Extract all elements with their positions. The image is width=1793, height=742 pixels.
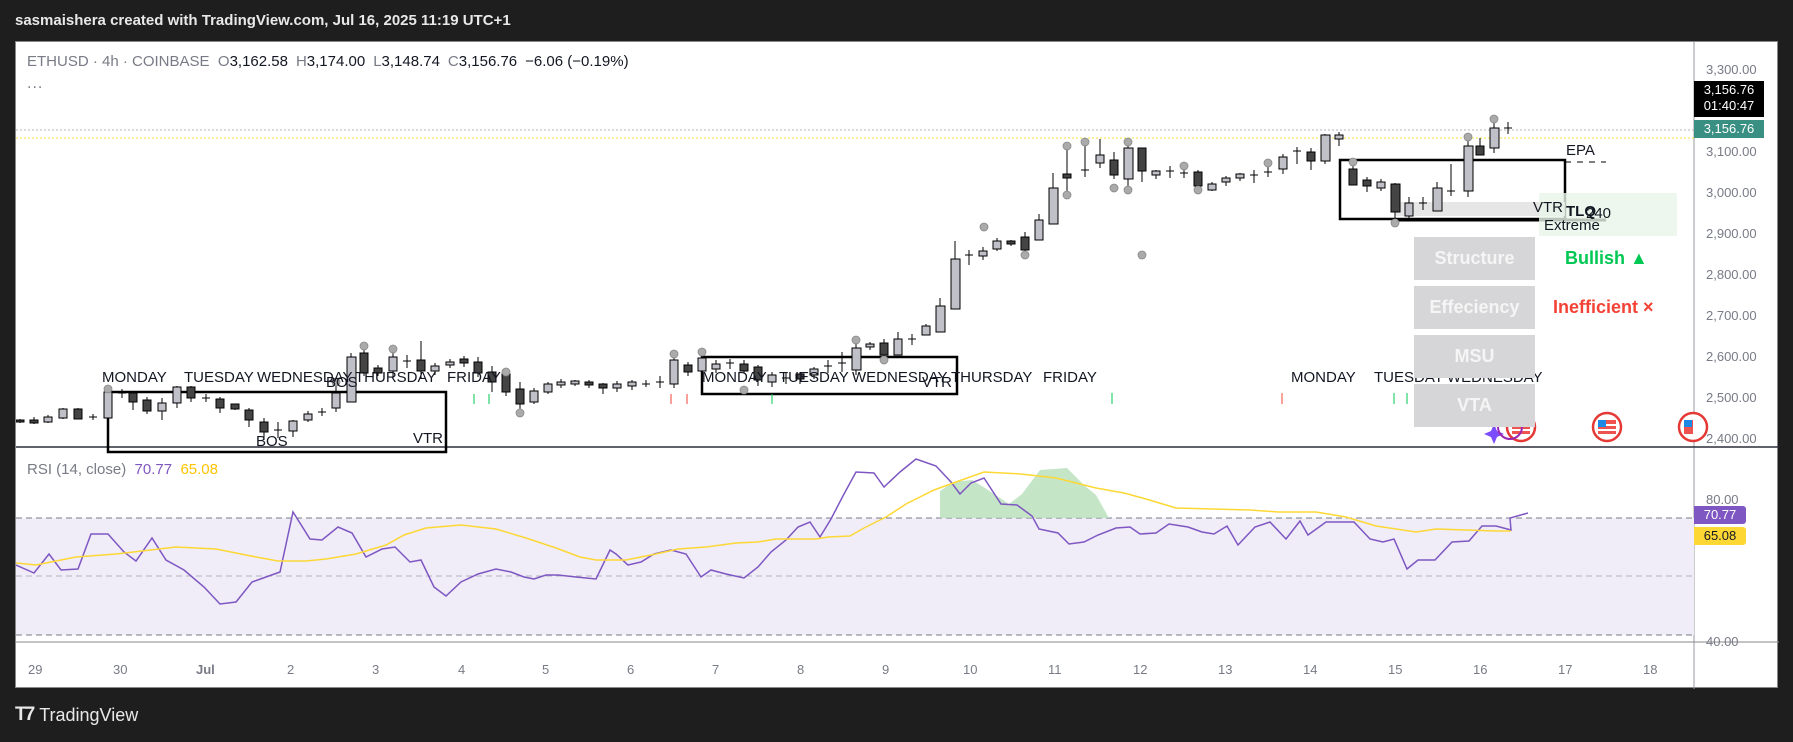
structure-label: Structure [1414,237,1535,280]
chart-panel[interactable]: 3,300.00 3,100.00 3,000.00 2,900.00 2,80… [15,41,1779,689]
svg-text:30: 30 [113,662,127,677]
close-value: 3,156.76 [458,53,518,70]
svg-text:80.00: 80.00 [1706,492,1739,507]
brand-name: TradingView [39,704,139,725]
rsi-value-tag: 70.77 [1694,506,1746,524]
symbol-info[interactable]: ETHUSD · 4h · COINBASE [27,53,210,70]
svg-text:7: 7 [712,662,719,677]
price-axis[interactable]: 3,300.00 3,100.00 3,000.00 2,900.00 2,80… [1706,62,1757,446]
svg-text:12: 12 [1133,662,1147,677]
last-price-tag: 3,156.76 01:40:47 [1694,81,1764,117]
svg-text:13: 13 [1218,662,1232,677]
svg-text:40.00: 40.00 [1706,634,1739,649]
svg-text:8: 8 [797,662,804,677]
pivot-markers [103,114,1499,418]
structure-value: Bullish ▲ [1565,248,1648,268]
sparkle-icon [1484,424,1504,444]
svg-text:2,600.00: 2,600.00 [1706,349,1757,364]
svg-text:10: 10 [963,662,977,677]
svg-text:6: 6 [627,662,634,677]
time-axis[interactable]: 29 30 Jul 2 3 4 5 6 7 8 9 10 11 12 13 14… [28,662,1657,677]
svg-text:29: 29 [28,662,42,677]
efficiency-label: Effeciency [1414,286,1535,329]
rsi-ma-value-tag: 65.08 [1694,527,1746,545]
svg-text:3,300.00: 3,300.00 [1706,62,1757,77]
open-value: 3,162.58 [229,53,288,70]
svg-text:3,000.00: 3,000.00 [1706,185,1757,200]
signal-arrows [473,393,1408,404]
bar-countdown: 01:40:47 [1703,98,1755,113]
low-value: 3,148.74 [381,53,440,70]
tradingview-logo-icon: T7 [15,704,35,725]
svg-text:11: 11 [1048,662,1062,677]
svg-text:17: 17 [1558,662,1572,677]
svg-text:2,800.00: 2,800.00 [1706,267,1757,282]
rsi-legend[interactable]: RSI (14, close) 70.77 65.08 [27,461,218,478]
svg-text:9: 9 [882,662,889,677]
svg-text:15: 15 [1388,662,1402,677]
attribution-text: sasmaishera created with TradingView.com… [15,12,511,29]
svg-text:2,500.00: 2,500.00 [1706,390,1757,405]
tradingview-logo[interactable]: T7 TradingView [15,704,138,726]
change-value: −6.06 (−0.19%) [525,53,629,70]
msu-label: MSU [1414,335,1535,378]
svg-text:16: 16 [1473,662,1487,677]
current-price-tag: 3,156.76 [1694,120,1764,138]
attribution-bar: sasmaishera created with TradingView.com… [0,0,1793,41]
symbol-legend[interactable]: ETHUSD · 4h · COINBASE O3,162.58 H3,174.0… [27,53,629,70]
more-options-icon[interactable]: ··· [27,80,44,96]
svg-text:18: 18 [1643,662,1657,677]
efficiency-value: Inefficient × [1553,297,1654,317]
svg-text:2,400.00: 2,400.00 [1706,431,1757,446]
candlesticks [16,122,1512,440]
rsi-ma-value: 65.08 [180,461,218,478]
svg-text:14: 14 [1303,662,1317,677]
rsi-title: RSI (14, close) [27,461,127,478]
svg-text:3: 3 [372,662,379,677]
rsi-pane[interactable]: 80.00 40.00 [16,458,1739,649]
svg-text:2: 2 [287,662,294,677]
price-chart[interactable]: 3,300.00 3,100.00 3,000.00 2,900.00 2,80… [16,42,1779,689]
svg-text:4: 4 [458,662,465,677]
svg-text:2,700.00: 2,700.00 [1706,308,1757,323]
range-boxes [106,158,1567,454]
us-flag-icon [1591,411,1623,443]
high-value: 3,174.00 [306,53,366,70]
rsi-value: 70.77 [134,461,173,478]
vta-label: VTA [1414,384,1535,427]
svg-text:2,900.00: 2,900.00 [1706,226,1757,241]
svg-text:3,100.00: 3,100.00 [1706,144,1757,159]
us-flag-icon [1677,411,1709,443]
svg-text:Jul: Jul [196,662,215,677]
svg-text:5: 5 [542,662,549,677]
